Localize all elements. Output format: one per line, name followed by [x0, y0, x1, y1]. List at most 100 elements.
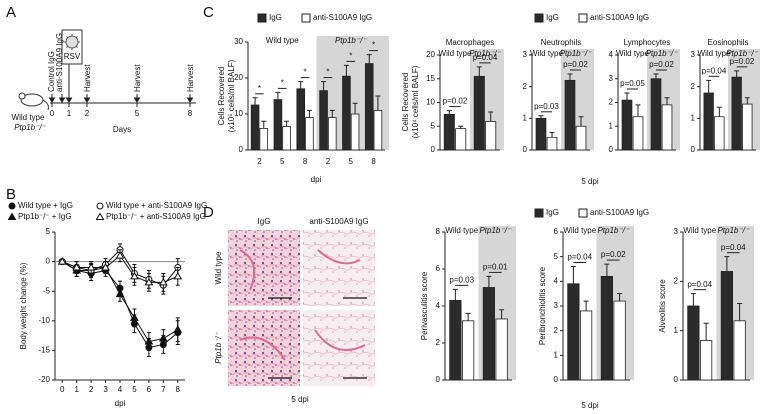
error-bar	[744, 97, 750, 105]
histology: IgG anti-S100A9 IgG Wild type Ptp1b⁻/⁻ 5…	[214, 217, 375, 404]
error-bar	[452, 288, 458, 301]
bar	[282, 126, 291, 151]
legend-label: Ptp1b⁻/⁻ + anti-S100A9 IgG	[106, 212, 206, 221]
bar	[720, 271, 733, 381]
x-tick-label: 7	[161, 385, 166, 394]
bar	[319, 90, 328, 151]
day-label: 5	[135, 109, 140, 118]
error-bar	[252, 97, 258, 105]
y-axis-label: (x10⁴ cells/ml BALF)	[411, 65, 420, 138]
row-label: Ptp1b⁻/⁻	[214, 331, 223, 363]
error-bar	[488, 111, 494, 122]
bar	[485, 121, 497, 151]
bar	[600, 275, 613, 381]
y-tick-label: 15	[426, 74, 435, 83]
error-bar	[375, 95, 381, 111]
marker	[144, 337, 154, 345]
series-line	[61, 261, 179, 349]
significance-label: p=0.02	[649, 60, 674, 69]
group-label: Ptp1b⁻/⁻	[597, 226, 629, 235]
error-bar	[366, 54, 372, 64]
group-label: Wild type	[683, 226, 716, 235]
group-label: Wild type	[445, 226, 478, 235]
bar	[714, 116, 725, 151]
group-label: Ptp1b⁻/⁻	[469, 49, 501, 58]
y-tick-label: 2	[609, 98, 614, 107]
group-label: Wild type	[266, 36, 299, 45]
marker	[72, 263, 82, 271]
significance-label: p=0.02	[601, 250, 626, 259]
error-bar	[724, 256, 730, 272]
legend-swatch	[578, 13, 588, 23]
error-bar	[538, 115, 544, 119]
timeline: RSV Control IgG anti-S100A9 IgG Harvest …	[12, 29, 196, 134]
column-label: anti-S100A9 IgG	[309, 217, 368, 226]
significance-label: *	[372, 41, 375, 50]
y-axis-label: Cells Recovered	[217, 67, 226, 126]
legend-swatch	[301, 13, 311, 23]
bar	[731, 76, 742, 151]
bar	[342, 75, 351, 151]
bar	[580, 310, 593, 381]
y-tick-label: 1	[554, 350, 559, 359]
legend-label: anti-S100A9 IgG	[590, 208, 649, 217]
error-bar	[284, 120, 290, 127]
group-label: Ptp1b⁻/⁻	[646, 49, 678, 58]
y-axis-label: Cells Recovered	[401, 73, 410, 132]
bar	[613, 300, 626, 381]
y-tick-label: 0	[46, 257, 51, 266]
row-label: Wild type	[214, 251, 223, 284]
significance-label: p=0.02	[730, 57, 755, 66]
bar	[661, 104, 673, 151]
x-tick-label: 2	[89, 385, 94, 394]
error-bar	[486, 275, 492, 288]
histology-image	[303, 310, 375, 386]
significance-label: *	[304, 68, 307, 77]
y-tick-label: 0	[609, 145, 614, 154]
significance-label: p=0.03	[534, 102, 559, 111]
marker	[173, 271, 183, 280]
significance-label: p=0.04	[687, 280, 712, 289]
y-tick-label: 3	[609, 74, 614, 83]
event-label: Control IgG	[47, 51, 56, 92]
marker	[144, 277, 154, 286]
timeline-ticks	[51, 103, 191, 107]
x-tick-label: 8	[303, 157, 308, 166]
error-bar	[716, 106, 722, 117]
error-bar	[306, 109, 312, 118]
y-tick-label: 0	[431, 145, 436, 154]
significance-label: p=0.05	[620, 79, 645, 88]
y-tick-label: 20	[234, 73, 243, 82]
significance-label: p=0.04	[702, 66, 727, 75]
bar	[650, 78, 662, 151]
x-tick-label: 2	[326, 157, 331, 166]
error-bar	[734, 70, 740, 78]
y-tick-label: 6	[436, 264, 441, 273]
legend-swatch	[578, 208, 588, 218]
y-tick-label: 1	[609, 121, 614, 130]
error-bar	[549, 132, 555, 138]
y-tick-label: 1	[674, 326, 679, 335]
y-tick-label: -20	[38, 375, 50, 384]
y-tick-label: 5	[46, 227, 51, 236]
y-tick-label: 3	[691, 50, 696, 59]
y-tick-label: -5	[43, 286, 51, 295]
error-bar	[567, 73, 573, 81]
y-tick-label: 3	[554, 301, 559, 310]
group-label: Wild type	[616, 49, 649, 58]
bar	[482, 287, 495, 381]
marker	[57, 257, 67, 265]
error-bar	[570, 266, 576, 284]
significance-label: *	[258, 84, 261, 93]
chart-title: Neutrophils	[541, 38, 581, 47]
scale-bar	[268, 297, 367, 379]
chart-title: Lymphocytes	[624, 38, 671, 47]
error-bar	[583, 300, 589, 311]
legend-label: IgG	[546, 13, 559, 22]
bar	[455, 128, 467, 151]
error-bar	[604, 263, 610, 277]
y-tick-label: 2	[674, 276, 679, 285]
panel-label: A	[6, 4, 16, 21]
chart-title: Macrophages	[446, 38, 494, 47]
